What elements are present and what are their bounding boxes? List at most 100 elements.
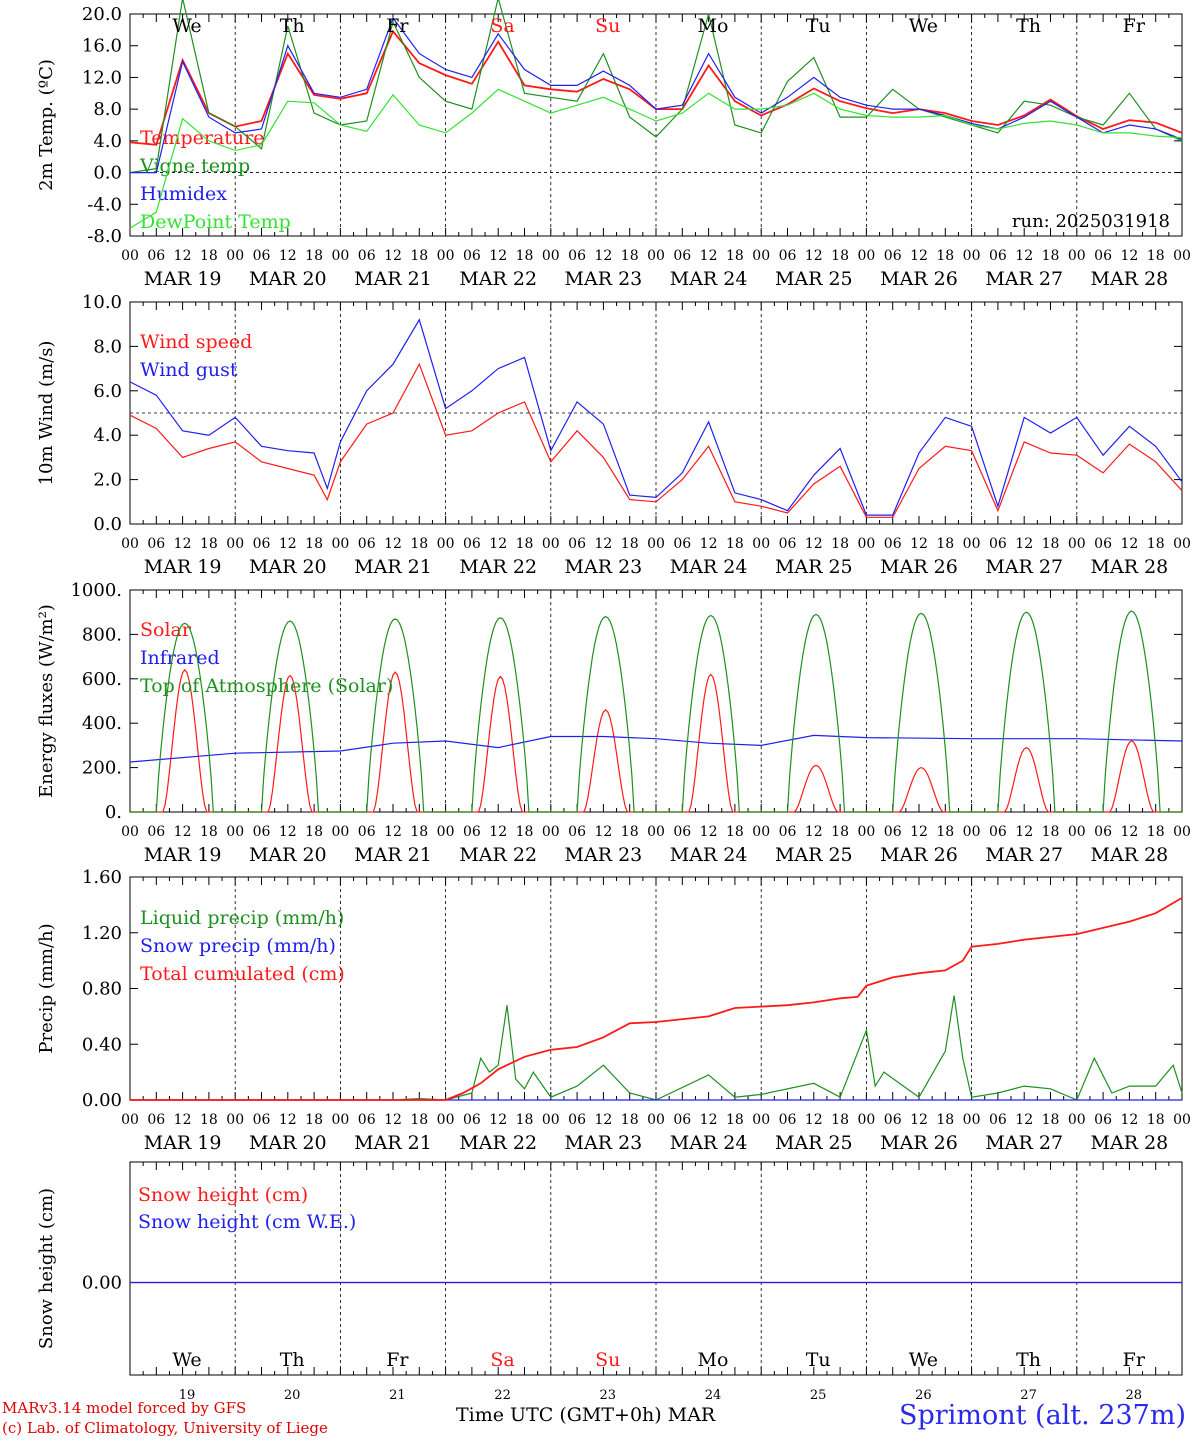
hour-label: 06 — [989, 536, 1007, 552]
credit-model: MARv3.14 model forced by GFS — [2, 1399, 247, 1417]
hour-label: 18 — [305, 1112, 323, 1128]
hour-label: 00 — [752, 248, 770, 264]
day-number-label: 28 — [1126, 1388, 1143, 1403]
hour-label: 00 — [331, 824, 349, 840]
hour-label: 06 — [253, 824, 271, 840]
hour-label: 00 — [226, 824, 244, 840]
date-label: MAR 25 — [775, 844, 853, 866]
date-label: MAR 24 — [670, 1132, 748, 1154]
hour-label: 18 — [410, 536, 428, 552]
hour-label: 18 — [200, 248, 218, 264]
day-number-label: 27 — [1020, 1388, 1037, 1403]
hour-label: 00 — [331, 248, 349, 264]
date-label: MAR 24 — [670, 556, 748, 578]
legend-entry: Top of Atmosphere (Solar) — [140, 675, 393, 697]
hour-label: 00 — [1173, 248, 1191, 264]
weekday-label: Fr — [1123, 15, 1146, 37]
date-label: MAR 21 — [354, 556, 432, 578]
hour-label: 00 — [963, 1112, 981, 1128]
hour-label: 06 — [884, 248, 902, 264]
day-number-label: 19 — [179, 1388, 196, 1403]
hour-label: 12 — [489, 1112, 507, 1128]
hour-label: 12 — [1015, 248, 1033, 264]
date-label: MAR 23 — [565, 556, 643, 578]
x-axis-month: MAR — [667, 1404, 716, 1426]
hour-label: 00 — [542, 824, 560, 840]
series-line-humidex — [130, 16, 1183, 174]
hour-label: 06 — [358, 824, 376, 840]
hour-label: 06 — [463, 248, 481, 264]
hour-label: 18 — [726, 536, 744, 552]
date-label: MAR 22 — [459, 556, 537, 578]
y-axis-title: 2m Temp. (ºC) — [36, 59, 57, 191]
hour-label: 00 — [647, 248, 665, 264]
hour-label: 00 — [121, 248, 139, 264]
hour-label: 18 — [726, 248, 744, 264]
date-label: MAR 26 — [880, 1132, 958, 1154]
date-label: MAR 21 — [354, 1132, 432, 1154]
day-number-label: 22 — [494, 1388, 511, 1403]
date-label: MAR 28 — [1091, 556, 1169, 578]
hour-label: 12 — [910, 824, 928, 840]
hour-label: 12 — [700, 248, 718, 264]
date-label: MAR 28 — [1091, 844, 1169, 866]
hour-label: 12 — [384, 536, 402, 552]
hour-label: 00 — [752, 824, 770, 840]
hour-label: 00 — [331, 1112, 349, 1128]
hour-label: 12 — [279, 248, 297, 264]
hour-label: 18 — [831, 248, 849, 264]
y-tick-label: 800. — [82, 624, 122, 645]
hour-label: 18 — [726, 824, 744, 840]
legend-entry: Solar — [140, 619, 192, 641]
hour-label: 12 — [700, 824, 718, 840]
hour-label: 12 — [805, 824, 823, 840]
weekday-label: We — [909, 15, 938, 37]
weekday-label: Sa — [490, 1349, 514, 1371]
hour-label: 00 — [331, 536, 349, 552]
hour-label: 00 — [963, 536, 981, 552]
hour-label: 06 — [463, 1112, 481, 1128]
series-line-wind-speed — [129, 362, 1183, 518]
hour-label: 00 — [1068, 1112, 1086, 1128]
date-label: MAR 23 — [565, 268, 643, 290]
date-label: MAR 24 — [670, 844, 748, 866]
date-label: MAR 19 — [144, 268, 222, 290]
hour-label: 06 — [463, 824, 481, 840]
series-line-dewpoint-temp — [129, 88, 1183, 229]
date-label: MAR 28 — [1091, 1132, 1169, 1154]
hour-label: 12 — [1120, 1112, 1138, 1128]
weekday-label: Su — [595, 15, 620, 37]
y-axis-title: Snow height (cm) — [36, 1188, 57, 1349]
hour-label: 00 — [437, 536, 455, 552]
legend-entry: Humidex — [140, 183, 227, 205]
hour-label: 00 — [857, 1112, 875, 1128]
legend-entry: Vigne temp — [139, 155, 250, 177]
y-tick-label: 600. — [82, 669, 122, 690]
weekday-label: Fr — [386, 1349, 409, 1371]
weekday-label: We — [909, 1349, 938, 1371]
legend-entry: Snow precip (mm/h) — [140, 935, 336, 957]
hour-label: 18 — [621, 1112, 639, 1128]
hour-label: 00 — [542, 248, 560, 264]
hour-label: 06 — [147, 824, 165, 840]
y-tick-label: 6.0 — [93, 381, 122, 402]
legend-entry: Wind gust — [140, 359, 238, 381]
hour-label: 00 — [226, 536, 244, 552]
hour-label: 06 — [989, 248, 1007, 264]
y-tick-label: 8.0 — [93, 336, 122, 357]
hour-label: 18 — [200, 1112, 218, 1128]
hour-label: 00 — [963, 824, 981, 840]
hour-label: 18 — [621, 536, 639, 552]
weekday-label: Fr — [1123, 1349, 1146, 1371]
day-number-label: 20 — [284, 1388, 301, 1403]
hour-label: 00 — [1068, 824, 1086, 840]
hour-label: 12 — [174, 248, 192, 264]
hour-label: 18 — [516, 248, 534, 264]
series-line-total-cumulated-cm- — [130, 897, 1183, 1101]
hour-label: 12 — [174, 1112, 192, 1128]
hour-label: 06 — [253, 1112, 271, 1128]
weekday-label: Fr — [386, 15, 409, 37]
hour-label: 00 — [647, 824, 665, 840]
y-tick-label: 2.0 — [93, 470, 122, 491]
hour-label: 12 — [910, 248, 928, 264]
